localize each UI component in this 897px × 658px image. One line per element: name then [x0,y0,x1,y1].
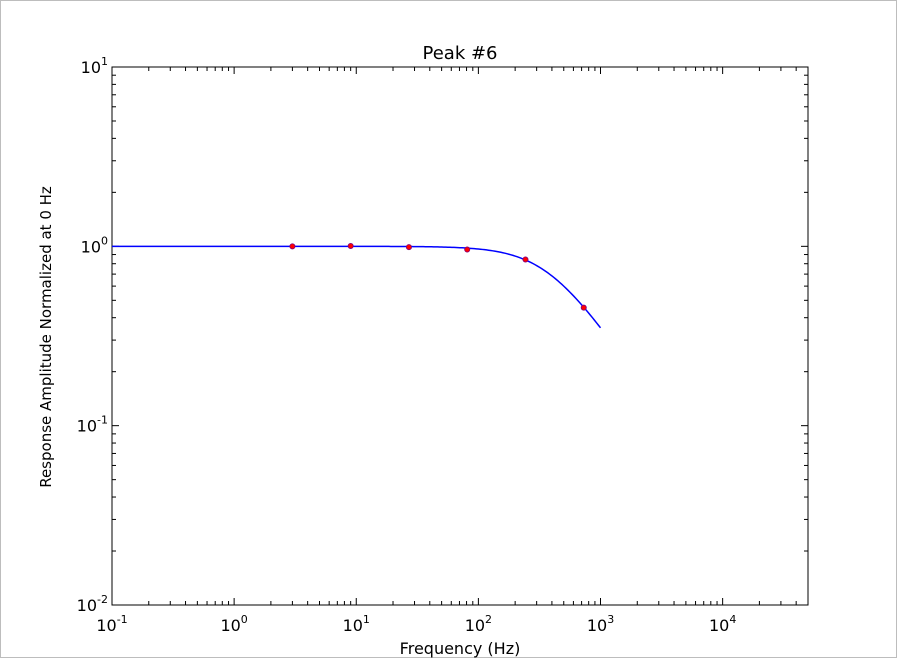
data-point [464,246,471,253]
x-tick-label: 102 [465,613,492,635]
fit-curve [112,245,602,329]
y-tick-label: 100 [81,234,108,256]
data-point [580,304,587,311]
x-tick-label: 101 [343,613,370,635]
x-tick-label: 103 [587,613,614,635]
y-axis-label: Response Amplitude Normalized at 0 Hz [37,186,55,488]
x-tick-label: 10-1 [96,613,127,635]
data-point [522,256,529,263]
series-layer [112,242,602,329]
y-tick-label: 10-1 [77,414,108,436]
data-point [347,242,354,249]
chart-title: Peak #6 [423,43,498,64]
data-point [405,244,412,251]
x-tick-label: 104 [709,613,736,635]
data-point [289,243,296,250]
y-tick-label: 10-2 [77,593,108,615]
y-tick-label: 101 [81,55,108,77]
plot-area [111,66,809,606]
x-tick-label: 100 [220,613,247,635]
x-axis-label: Frequency (Hz) [400,639,521,658]
